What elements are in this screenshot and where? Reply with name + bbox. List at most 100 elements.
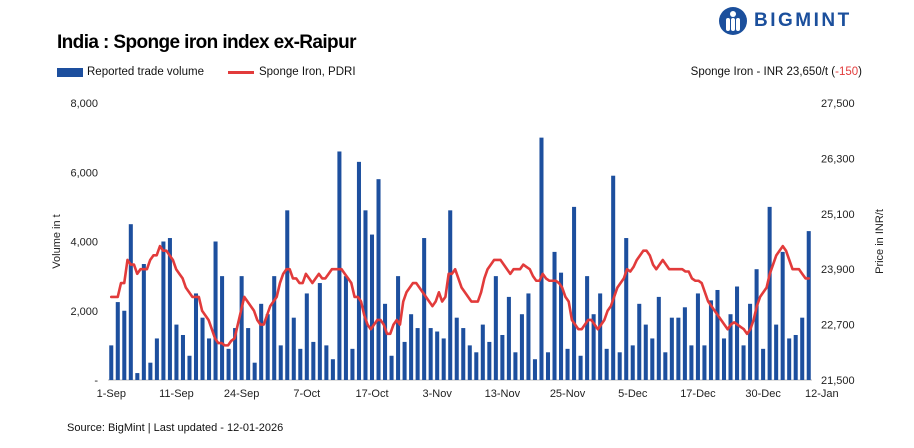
volume-bar <box>611 175 616 380</box>
volume-bar <box>343 276 348 381</box>
volume-bar <box>598 293 603 380</box>
volume-bar <box>493 276 498 381</box>
x-tick-label: 13-Nov <box>485 388 521 400</box>
volume-bar <box>422 238 427 380</box>
volume-bar <box>272 276 277 381</box>
volume-bar <box>304 293 309 380</box>
volume-bar <box>207 338 212 380</box>
brand-logo: BIGMINT <box>718 6 852 36</box>
volume-bar <box>435 331 440 380</box>
volume-bar <box>578 355 583 380</box>
volume-bar <box>806 231 811 380</box>
volume-bar <box>180 334 185 380</box>
volume-bar <box>363 210 368 380</box>
legend-item-volume: Reported trade volume <box>57 66 204 78</box>
y-left-tick-label: 8,000 <box>70 98 98 110</box>
volume-bar <box>480 324 485 380</box>
volume-bar <box>604 348 609 380</box>
legend-label-volume: Reported trade volume <box>87 66 204 78</box>
volume-bar <box>559 272 564 380</box>
x-tick-label: 24-Sep <box>224 388 259 400</box>
volume-bar <box>565 348 570 380</box>
y-left-tick-label: - <box>94 375 98 387</box>
x-tick-label: 30-Dec <box>745 388 781 400</box>
volume-bar <box>656 296 661 380</box>
volume-bar <box>220 276 225 381</box>
y-right-tick-label: 23,900 <box>821 264 855 276</box>
volume-bar <box>317 283 322 380</box>
volume-bar <box>741 345 746 381</box>
volume-bar <box>356 161 361 380</box>
volume-bar <box>115 302 120 380</box>
volume-bar <box>246 328 251 380</box>
volume-bar <box>350 348 355 380</box>
volume-bar <box>122 310 127 380</box>
y-left-axis-title: Volume in t <box>51 214 63 268</box>
price-status-prefix: Sponge Iron - INR 23,650/t ( <box>690 66 836 78</box>
volume-bar <box>200 317 205 380</box>
volume-bar <box>141 264 146 380</box>
volume-bar <box>135 373 140 380</box>
volume-bar <box>728 314 733 380</box>
volume-bar <box>513 352 518 380</box>
x-tick-label: 1-Sep <box>97 388 126 400</box>
volume-bar <box>239 276 244 381</box>
volume-bar <box>415 328 420 380</box>
volume-bar <box>669 317 674 380</box>
volume-bar <box>708 300 713 380</box>
volume-bar <box>461 328 466 380</box>
volume-bar <box>695 293 700 380</box>
volume-bar <box>148 362 153 380</box>
price-line <box>109 244 811 347</box>
y-right-tick-label: 25,100 <box>821 209 855 221</box>
volume-bar <box>259 303 264 380</box>
volume-bar <box>676 317 681 380</box>
chart-title: India : Sponge iron index ex-Raipur <box>57 32 356 53</box>
volume-bar <box>715 289 720 380</box>
y-left-tick-label: 2,000 <box>70 306 98 318</box>
volume-bar <box>291 317 296 380</box>
volume-bar <box>545 352 551 380</box>
volume-bar <box>448 210 453 380</box>
volume-bar <box>474 352 479 380</box>
volume-bar <box>617 352 622 380</box>
volume-bar <box>369 234 375 380</box>
volume-bar <box>761 348 766 380</box>
volume-bar <box>330 359 335 380</box>
volume-bar <box>552 251 557 380</box>
volume-bar <box>702 345 707 381</box>
volume-bar <box>506 296 511 380</box>
y-left-tick-label: 4,000 <box>70 237 98 249</box>
price-status: Sponge Iron - INR 23,650/t (-150) <box>691 66 862 78</box>
y-right-tick-label: 22,700 <box>821 320 855 332</box>
x-tick-label: 12-Jan <box>805 388 839 400</box>
volume-bar <box>748 303 753 380</box>
volume-bar <box>500 334 505 380</box>
x-tick-label: 17-Dec <box>680 388 716 400</box>
volume-bar <box>154 338 159 380</box>
volume-bar <box>585 276 590 381</box>
volume-bar <box>324 345 329 381</box>
volume-bar <box>689 345 694 381</box>
volume-bar <box>409 314 414 380</box>
volume-bar <box>539 137 544 381</box>
volume-bar <box>252 362 257 380</box>
volume-bar <box>298 348 303 380</box>
volume-bar <box>735 286 740 380</box>
volume-bar <box>428 328 433 380</box>
volume-bar <box>226 348 231 380</box>
volume-bar <box>167 238 172 380</box>
volume-bar <box>109 345 114 381</box>
volume-bar <box>233 328 238 380</box>
volume-bar <box>800 317 805 380</box>
volume-bar <box>643 324 648 380</box>
volume-bar <box>519 314 524 380</box>
price-status-suffix: ) <box>858 66 862 78</box>
y-right-tick-label: 21,500 <box>821 375 855 387</box>
volume-bar <box>487 341 492 380</box>
volume-bar <box>630 345 635 381</box>
legend-label-price: Sponge Iron, PDRI <box>258 66 356 78</box>
volume-bar <box>682 307 687 380</box>
legend-swatch-bar <box>57 67 83 77</box>
